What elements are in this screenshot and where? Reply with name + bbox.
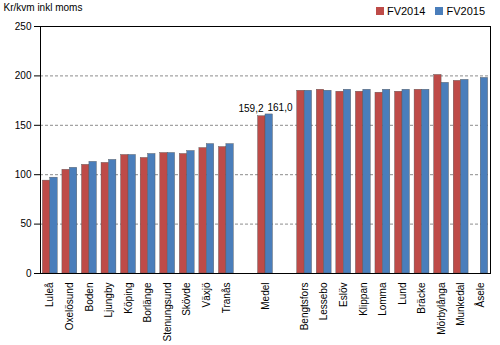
svg-text:Klippan: Klippan — [358, 283, 369, 316]
svg-text:Tranås: Tranås — [221, 283, 232, 314]
svg-text:Eslöv: Eslöv — [338, 283, 349, 307]
svg-text:Munkedal: Munkedal — [455, 283, 466, 326]
svg-text:Kr/kvm inkl moms: Kr/kvm inkl moms — [4, 2, 83, 13]
svg-text:Bräcke: Bräcke — [416, 282, 427, 314]
svg-text:Oxelösund: Oxelösund — [64, 283, 75, 331]
svg-text:50: 50 — [20, 218, 32, 229]
svg-text:Lomma: Lomma — [377, 282, 388, 316]
svg-text:161,0: 161,0 — [268, 102, 293, 113]
svg-text:Mörbylånga: Mörbylånga — [436, 282, 447, 335]
svg-text:Ljungby: Ljungby — [103, 283, 114, 318]
svg-text:200: 200 — [15, 70, 32, 81]
svg-text:150: 150 — [15, 120, 32, 131]
svg-text:Köping: Köping — [123, 283, 134, 314]
svg-text:Boden: Boden — [84, 283, 95, 312]
svg-text:159,2: 159,2 — [238, 103, 263, 114]
svg-text:Medel: Medel — [260, 283, 271, 310]
svg-text:Luleå: Luleå — [44, 282, 55, 307]
svg-text:Lessebo: Lessebo — [318, 282, 329, 320]
svg-text:Bengtsfors: Bengtsfors — [299, 283, 310, 331]
html-text:FV2014: FV2014 — [386, 5, 426, 17]
svg-text:0: 0 — [26, 268, 32, 279]
svg-text:Lund: Lund — [397, 283, 408, 305]
svg-text:Stenungsund: Stenungsund — [162, 283, 173, 342]
svg-text:Skövde: Skövde — [181, 282, 192, 316]
svg-text:100: 100 — [15, 169, 32, 180]
svg-text:250: 250 — [15, 21, 32, 32]
svg-text:Växjö: Växjö — [201, 282, 212, 307]
svg-text:Åsele: Åsele — [474, 282, 486, 307]
svg-text:Borlänge: Borlänge — [142, 282, 153, 322]
html-text:FV2015: FV2015 — [446, 5, 485, 17]
